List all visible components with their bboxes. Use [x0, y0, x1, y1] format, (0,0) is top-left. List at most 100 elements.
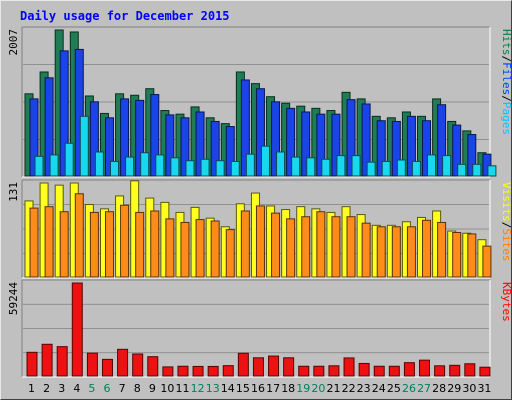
- bar-files-day-18: [286, 107, 296, 177]
- bar-kbytes-day-20: [313, 365, 325, 377]
- bar-pages-day-29: [457, 163, 467, 177]
- bar-kbytes-day-26: [403, 362, 415, 377]
- bar-kbytes-day-18: [283, 357, 295, 377]
- bar-files-day-2: [44, 77, 54, 177]
- bar-files-day-3: [59, 50, 69, 177]
- bar-files-day-16: [255, 88, 265, 177]
- bar-pages-day-27: [427, 154, 437, 177]
- bar-pages-day-1: [34, 155, 44, 177]
- legend-entry: Hits: [500, 29, 512, 56]
- legend-bottom: KBytes: [500, 282, 512, 322]
- bar-kbytes-day-19: [298, 365, 310, 377]
- bar-kbytes-day-31: [479, 366, 491, 377]
- bar-pages-day-16: [260, 145, 270, 177]
- bar-pages-day-17: [276, 151, 286, 177]
- x-tick-label: 15: [236, 382, 250, 395]
- x-tick-label: 3: [58, 382, 65, 395]
- bar-files-day-12: [195, 111, 205, 177]
- bar-sites-day-9: [150, 210, 160, 278]
- x-tick-label: 16: [251, 382, 265, 395]
- bar-files-day-23: [361, 103, 371, 177]
- bar-pages-day-28: [442, 155, 452, 177]
- bar-files-day-9: [150, 94, 160, 177]
- legend-top: Hits/Files/Pages: [500, 29, 512, 135]
- bar-files-day-14: [225, 126, 235, 177]
- bar-files-day-4: [74, 48, 84, 177]
- bar-sites-day-17: [271, 212, 281, 278]
- bar-sites-day-23: [361, 222, 371, 278]
- bar-files-day-1: [29, 98, 39, 177]
- bar-pages-day-10: [170, 157, 180, 177]
- bar-files-day-13: [210, 120, 220, 177]
- bar-pages-day-15: [245, 153, 255, 177]
- bar-pages-day-6: [109, 160, 119, 177]
- series-hits: [24, 29, 487, 177]
- bar-pages-day-19: [306, 157, 316, 177]
- bar-files-day-20: [316, 113, 326, 177]
- legend-separator: /: [500, 95, 512, 102]
- x-tick-label: 5: [88, 382, 95, 395]
- bar-sites-day-16: [255, 205, 265, 278]
- legend-separator: /: [500, 56, 512, 63]
- bar-files-day-7: [120, 98, 130, 177]
- bar-files-day-15: [240, 79, 250, 177]
- x-tick-label: 18: [281, 382, 295, 395]
- bar-sites-day-13: [210, 220, 220, 278]
- bar-files-day-27: [422, 120, 432, 177]
- legend-entry: Sites: [500, 228, 512, 261]
- bar-files-day-31: [482, 153, 492, 177]
- legend-entry: Files: [500, 62, 512, 95]
- bar-files-day-25: [391, 120, 401, 177]
- x-tick-label: 24: [372, 382, 386, 395]
- bar-pages-day-13: [215, 160, 225, 177]
- bar-sites-day-18: [286, 218, 296, 278]
- legend-middle: Visits/Sites: [500, 182, 512, 262]
- bar-files-day-6: [104, 117, 114, 177]
- bar-pages-day-21: [336, 155, 346, 177]
- bar-pages-day-18: [291, 156, 301, 177]
- bar-sites-day-2: [44, 206, 54, 278]
- bar-kbytes-day-28: [434, 365, 446, 377]
- series-pages: [34, 115, 497, 177]
- bar-kbytes-day-23: [358, 362, 370, 377]
- bar-pages-day-25: [396, 159, 406, 177]
- bar-pages-day-20: [321, 158, 331, 177]
- bar-sites-day-10: [165, 218, 175, 278]
- bar-files-day-19: [301, 111, 311, 177]
- series-sites: [29, 193, 492, 278]
- x-tick-label: 29: [447, 382, 461, 395]
- x-tick-label: 25: [387, 382, 401, 395]
- x-tick-label: 31: [477, 382, 491, 395]
- bar-sites-day-5: [89, 211, 99, 278]
- bar-sites-day-24: [376, 226, 386, 278]
- bar-files-day-17: [271, 101, 281, 177]
- bar-kbytes-day-1: [26, 351, 38, 377]
- bar-kbytes-day-8: [132, 353, 144, 377]
- bar-pages-day-9: [155, 154, 165, 177]
- x-tick-label: 21: [326, 382, 340, 395]
- bar-files-day-10: [165, 114, 175, 177]
- x-tick-label: 26: [402, 382, 416, 395]
- legend-separator: /: [500, 222, 512, 229]
- bar-sites-day-4: [74, 193, 84, 278]
- bar-kbytes-day-29: [449, 364, 461, 377]
- x-tick-label: 22: [342, 382, 356, 395]
- bar-kbytes-day-5: [86, 352, 98, 377]
- bar-pages-day-14: [230, 160, 240, 177]
- bar-kbytes-day-30: [464, 363, 476, 377]
- bar-files-day-29: [452, 124, 462, 177]
- x-tick-label: 10: [160, 382, 174, 395]
- x-tick-label: 6: [104, 382, 111, 395]
- bar-files-day-21: [331, 113, 341, 177]
- panel-middle: 131 Visits/Sites: [7, 179, 512, 279]
- x-tick-label: 13: [206, 382, 220, 395]
- bar-pages-day-26: [411, 160, 421, 177]
- bar-sites-day-1: [29, 207, 39, 278]
- bar-pages-day-23: [366, 161, 376, 177]
- bar-sites-day-30: [467, 233, 477, 278]
- bar-sites-day-15: [240, 210, 250, 278]
- x-tick-label: 30: [462, 382, 476, 395]
- bar-kbytes-day-17: [268, 355, 280, 377]
- bar-sites-day-11: [180, 221, 190, 278]
